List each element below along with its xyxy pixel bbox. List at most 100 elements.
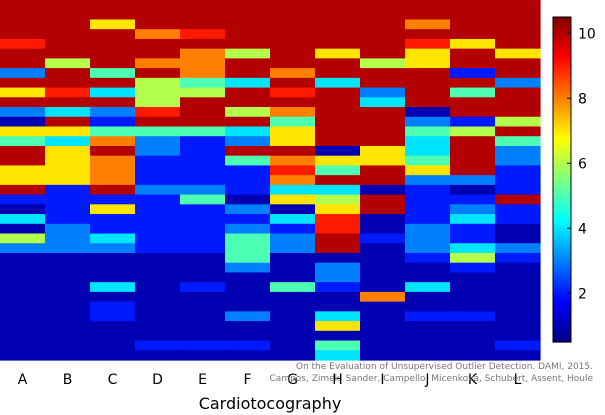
colorbar-segment (553, 152, 571, 156)
heatmap-cell-G-31 (270, 291, 316, 303)
heatmap-cell-K-17 (450, 155, 496, 167)
colorbar-segment (553, 209, 571, 213)
heatmap-cell-C-18 (90, 165, 136, 176)
heatmap-cell-C-6 (90, 48, 136, 59)
heatmap-cell-L-27 (495, 252, 541, 264)
heatmap-cell-H-3 (315, 19, 361, 30)
heatmap-cell-D-19 (135, 175, 181, 186)
heatmap-cell-B-35 (45, 330, 91, 342)
heatmap-cell-C-5 (90, 38, 136, 50)
heatmap-cell-L-17 (495, 155, 541, 167)
heatmap-cell-C-21 (90, 194, 136, 205)
heatmap-cell-F-34 (225, 321, 271, 332)
heatmap-cell-B-3 (45, 19, 91, 30)
heatmap-cell-A-8 (0, 68, 46, 79)
heatmap-cell-D-12 (135, 107, 181, 118)
colorbar-segment (553, 268, 571, 273)
heatmap-cell-K-15 (450, 136, 496, 147)
heatmap-cell-F-5 (225, 38, 271, 50)
heatmap-cell-J-10 (405, 87, 451, 98)
heatmap-cell-A-21 (0, 194, 46, 205)
heatmap-cell-I-34 (360, 321, 406, 332)
colorbar: 2 4 6 8 10 (552, 16, 596, 343)
heatmap-cell-J-4 (405, 29, 451, 40)
heatmap-cell-I-12 (360, 107, 406, 118)
colorbar-segment (553, 336, 571, 340)
heatmap-cell-J-6 (405, 48, 451, 59)
heatmap-cell-L-36 (495, 340, 541, 351)
colorbar-tick-4: 4 (578, 221, 587, 237)
heatmap-cell-K-35 (450, 330, 496, 342)
heatmap-cell-A-24 (0, 223, 46, 235)
heatmap-cell-J-35 (405, 330, 451, 342)
heatmap-cell-K-25 (450, 233, 496, 244)
heatmap-cell-C-37 (90, 350, 136, 361)
heatmap-cell-D-14 (135, 126, 181, 137)
heatmap-cell-B-19 (45, 175, 91, 186)
colorbar-segment (553, 214, 571, 219)
heatmap-cell-D-17 (135, 155, 181, 167)
heatmap-cell-F-3 (225, 19, 271, 30)
heatmap-cell-D-30 (135, 282, 181, 293)
heatmap-cell-B-20 (45, 184, 91, 196)
heatmap-cell-A-11 (0, 97, 46, 108)
colorbar-segment (553, 339, 571, 343)
heatmap-cell-G-8 (270, 68, 316, 79)
heatmap-cell-F-6 (225, 48, 271, 59)
heatmap-cell-L-33 (495, 311, 541, 322)
heatmap-cell-H-34 (315, 321, 361, 332)
heatmap-cell-H-17 (315, 155, 361, 167)
heatmap-cell-A-10 (0, 87, 46, 98)
heatmap-cell-D-11 (135, 97, 181, 108)
heatmap-cell-A-23 (0, 214, 46, 225)
heatmap-cell-F-2 (225, 9, 271, 21)
heatmap-cell-D-37 (135, 350, 181, 361)
heatmap-cell-I-8 (360, 68, 406, 79)
heatmap-cell-B-30 (45, 282, 91, 293)
colorbar-tick-2: 2 (578, 286, 587, 302)
heatmap-cell-H-24 (315, 223, 361, 235)
colorbar-segment (553, 19, 571, 24)
heatmap-cell-I-6 (360, 48, 406, 59)
colorbar-segment (553, 331, 571, 335)
heatmap-cell-H-16 (315, 145, 361, 157)
heatmap-cell-J-26 (405, 243, 451, 254)
colorbar-segment (553, 100, 571, 105)
heatmap-cell-A-1 (0, 0, 46, 11)
heatmap-cell-J-14 (405, 126, 451, 137)
heatmap-cell-K-21 (450, 194, 496, 205)
heatmap-cell-E-14 (180, 126, 226, 137)
heatmap-cell-A-6 (0, 48, 46, 59)
heatmap-cell-J-18 (405, 165, 451, 176)
heatmap-cell-K-7 (450, 58, 496, 69)
heatmap-cell-F-24 (225, 223, 271, 235)
heatmap-cell-G-19 (270, 175, 316, 186)
heatmap-cell-J-2 (405, 9, 451, 21)
heatmap-cell-J-12 (405, 107, 451, 118)
heatmap-cell-E-11 (180, 97, 226, 108)
heatmap-cell-E-3 (180, 19, 226, 30)
heatmap-cell-J-17 (405, 155, 451, 167)
heatmap-cell-G-24 (270, 223, 316, 235)
heatmap-cell-F-32 (225, 301, 271, 312)
colorbar-segment (553, 312, 571, 316)
heatmap-cell-E-1 (180, 0, 226, 11)
heatmap-cell-J-29 (405, 272, 451, 283)
heatmap-cell-K-26 (450, 243, 496, 254)
heatmap-cell-D-2 (135, 9, 181, 21)
colorbar-segment (553, 122, 571, 126)
heatmap-cell-I-11 (360, 97, 406, 108)
colorbar-segment (553, 306, 571, 311)
heatmap-cell-J-34 (405, 321, 451, 332)
colorbar-segment (553, 160, 571, 164)
colorbar-tick-10: 10 (578, 26, 596, 42)
heatmap-cell-E-30 (180, 282, 226, 293)
heatmap-cell-K-33 (450, 311, 496, 322)
colorbar-segment (553, 247, 571, 251)
heatmap-cell-E-32 (180, 301, 226, 312)
heatmap-cell-I-23 (360, 214, 406, 225)
heatmap-cell-A-7 (0, 58, 46, 69)
heatmap-cell-K-3 (450, 19, 496, 30)
heatmap-cell-F-4 (225, 29, 271, 40)
heatmap-cell-B-6 (45, 48, 91, 59)
